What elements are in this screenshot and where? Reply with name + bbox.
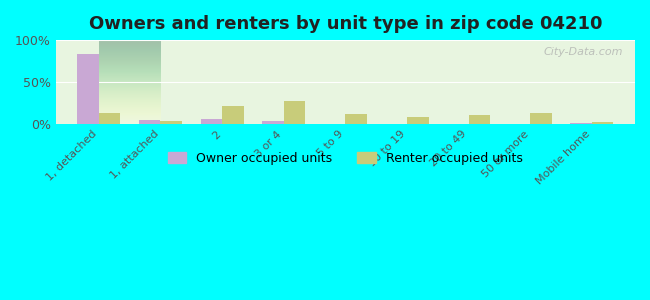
Legend: Owner occupied units, Renter occupied units: Owner occupied units, Renter occupied un… bbox=[162, 147, 528, 170]
Bar bbox=[345, 114, 367, 124]
Bar bbox=[222, 106, 244, 124]
Bar bbox=[530, 113, 552, 124]
Bar bbox=[99, 113, 120, 124]
Bar bbox=[469, 115, 490, 124]
Bar bbox=[592, 122, 614, 124]
Bar bbox=[407, 117, 428, 124]
Bar bbox=[201, 119, 222, 124]
Bar bbox=[139, 120, 161, 124]
Text: City-Data.com: City-Data.com bbox=[544, 47, 623, 57]
Bar bbox=[161, 121, 182, 124]
Title: Owners and renters by unit type in zip code 04210: Owners and renters by unit type in zip c… bbox=[88, 15, 602, 33]
Bar bbox=[262, 121, 284, 124]
Bar bbox=[570, 123, 592, 124]
Bar bbox=[284, 100, 306, 124]
Bar bbox=[77, 54, 99, 124]
